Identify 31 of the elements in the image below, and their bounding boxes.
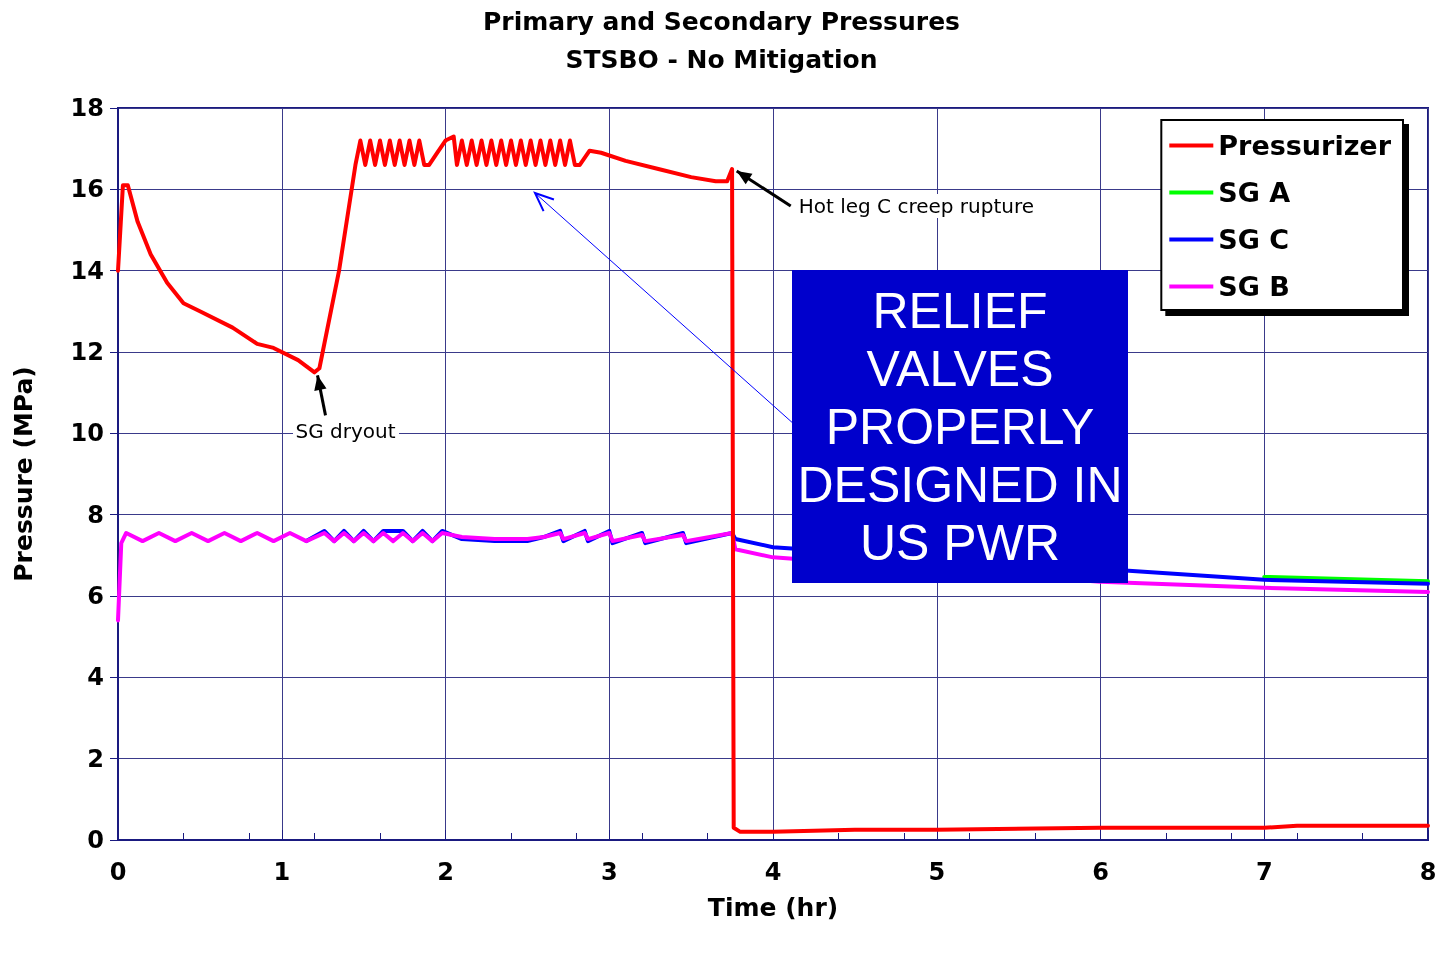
y-tick-label: 10	[70, 419, 104, 448]
annotation: RELIEF VALVES PROPERLY DESIGNED IN US PWR	[792, 270, 1128, 583]
x-tick-label: 6	[1092, 858, 1109, 886]
x-tick-label: 3	[600, 858, 618, 886]
y-tick-label: 4	[87, 663, 104, 692]
line-series	[116, 134, 1430, 834]
y-tick-label: 14	[70, 256, 104, 285]
x-tick-label: 7	[1255, 858, 1273, 886]
x-tick-label: 0	[109, 858, 127, 886]
annotation: SG dryout	[292, 419, 399, 444]
y-tick-label: 8	[87, 500, 104, 529]
x-tick-label: 1	[273, 858, 291, 886]
legend-label: SG A	[1218, 177, 1291, 208]
x-tick-label: 2	[437, 858, 454, 886]
y-tick-label: 18	[70, 94, 104, 122]
x-tick-label: 8	[1419, 858, 1437, 886]
annotation: Hot leg C creep rupture	[795, 194, 1038, 218]
y-axis-title: Pressure (MPa)	[9, 366, 38, 582]
chart-title: Primary and Secondary Pressures	[483, 7, 960, 36]
y-tick-label: 12	[70, 338, 104, 366]
chart-subtitle: STSBO - No Mitigation	[565, 45, 878, 74]
x-axis-title: Time (hr)	[707, 893, 839, 922]
x-tick-label: 4	[764, 858, 782, 886]
legend-label: SG B	[1218, 271, 1290, 302]
y-tick-label: 16	[70, 175, 104, 204]
y-tick-label: 6	[87, 582, 104, 610]
y-tick-label: 2	[87, 744, 104, 773]
legend-label: Pressurizer	[1218, 130, 1392, 161]
x-tick-label: 5	[928, 858, 946, 886]
legend-label: SG C	[1218, 224, 1290, 255]
y-tick-label: 0	[87, 826, 104, 854]
